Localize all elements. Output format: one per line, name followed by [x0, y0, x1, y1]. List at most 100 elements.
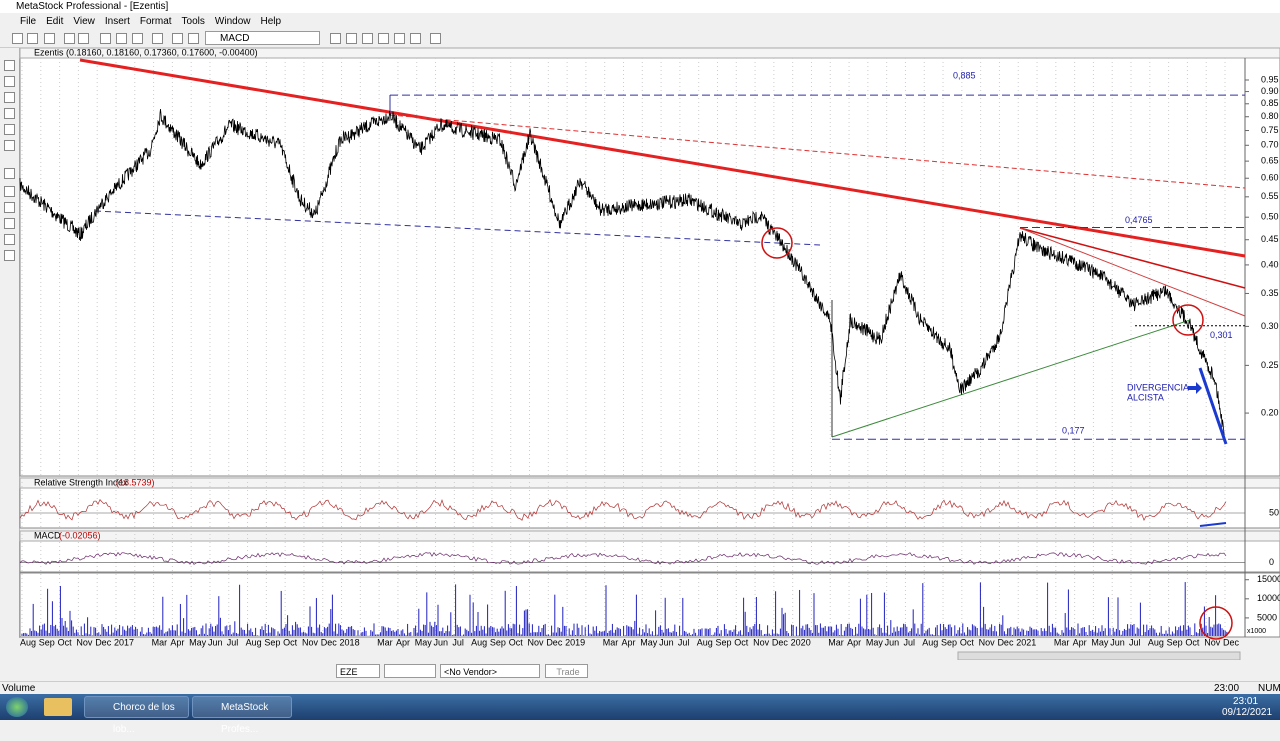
- x-tick-label: Nov: [753, 637, 770, 647]
- x-tick-label: Jul: [1129, 637, 1141, 647]
- trendline: [389, 114, 1246, 189]
- tool-button[interactable]: [4, 124, 15, 135]
- x-tick-label: Dec: [772, 637, 789, 647]
- toolbar-button[interactable]: [27, 33, 38, 44]
- toolbar-button[interactable]: [78, 33, 89, 44]
- tool-button[interactable]: [4, 108, 15, 119]
- x-tick-label: Dec: [546, 637, 563, 647]
- toolbar-button[interactable]: [378, 33, 389, 44]
- toolbar-button[interactable]: [64, 33, 75, 44]
- y-tick-label: 5000: [1257, 612, 1277, 622]
- rsi-line: [19, 498, 1227, 521]
- toolbar-button[interactable]: [394, 33, 405, 44]
- status-text: Volume: [2, 683, 36, 694]
- toolbar-button[interactable]: [362, 33, 373, 44]
- toolbar-button[interactable]: [44, 33, 55, 44]
- pane-header: [19, 530, 1280, 542]
- trade-button[interactable]: Trade: [545, 664, 588, 678]
- menu-item[interactable]: Tools: [181, 15, 205, 27]
- x-tick-label: Oct: [734, 637, 749, 647]
- x-tick-label: May: [1091, 637, 1109, 647]
- menu-item[interactable]: File: [20, 15, 37, 27]
- x-tick-label: Apr: [396, 637, 410, 647]
- scrollbar[interactable]: [957, 651, 1241, 660]
- x-tick-label: Aug: [922, 637, 938, 647]
- clock-time: 23:01: [1233, 696, 1259, 707]
- symbol-field[interactable]: EZE: [336, 664, 380, 678]
- dropdown[interactable]: [384, 664, 436, 678]
- level-label: 0,177: [1062, 426, 1085, 436]
- menu-item[interactable]: Window: [214, 15, 251, 27]
- divergence-line: [1199, 522, 1227, 527]
- start-button[interactable]: [6, 697, 28, 717]
- y-tick-label: 0.80: [1261, 111, 1279, 121]
- tool-button[interactable]: [4, 234, 15, 245]
- task-item[interactable]: Chorco de los lob...: [84, 696, 189, 735]
- x-tick-label: Mar: [1054, 637, 1070, 647]
- menu-bar: File Edit View Insert Format Tools Window Help: [0, 13, 1280, 29]
- toolbar-button[interactable]: [410, 33, 421, 44]
- tool-button[interactable]: [4, 76, 15, 87]
- x-tick-label: Oct: [509, 637, 524, 647]
- bottom-toolbar: EZE <No Vendor> Trade: [0, 662, 1280, 680]
- explorer-icon[interactable]: [44, 698, 72, 716]
- menu-item[interactable]: Edit: [46, 15, 64, 27]
- y-tick-label: 0.25: [1261, 360, 1279, 370]
- x-tick-label: 2018: [340, 637, 360, 647]
- x-tick-label: 2019: [565, 637, 585, 647]
- toolbar-button[interactable]: [116, 33, 127, 44]
- toolbar-button[interactable]: [188, 33, 199, 44]
- toolbar-button[interactable]: [430, 33, 441, 44]
- tool-button[interactable]: [4, 202, 15, 213]
- pane-header: [19, 48, 1280, 59]
- level-label: 0,4765: [1125, 215, 1153, 225]
- x-tick-label: Sep: [39, 637, 55, 647]
- y-tick-label: 0.55: [1261, 191, 1279, 201]
- title-bar: MetaStock Professional - [Ezentis]: [0, 0, 1280, 13]
- drawing-tools: [0, 48, 20, 638]
- tool-button[interactable]: [4, 250, 15, 261]
- menu-item[interactable]: Format: [139, 15, 172, 27]
- toolbar-button[interactable]: [100, 33, 111, 44]
- menu-item[interactable]: View: [73, 15, 95, 27]
- toolbar-button[interactable]: [152, 33, 163, 44]
- x-tick-label: Nov: [979, 637, 996, 647]
- divergence-arrow: [1188, 382, 1202, 394]
- indicator-select[interactable]: MACD: [205, 31, 320, 45]
- y-tick-label: 10000: [1257, 593, 1280, 603]
- tool-button[interactable]: [4, 186, 15, 197]
- x-tick-label: Jul: [227, 637, 239, 647]
- toolbar-button[interactable]: [132, 33, 143, 44]
- toolbar-button[interactable]: [172, 33, 183, 44]
- level-label: 0,301: [1210, 330, 1233, 340]
- y-tick-label: 0.20: [1261, 407, 1279, 417]
- tool-button[interactable]: [4, 218, 15, 229]
- status-bar: Volume 23:00 NUM: [0, 681, 1280, 695]
- task-item[interactable]: MetaStock Profes...: [192, 696, 292, 735]
- toolbar-button[interactable]: [346, 33, 357, 44]
- note-text: ALCISTA: [1127, 392, 1164, 402]
- x-tick-label: May: [640, 637, 658, 647]
- divergence-arrow: [1198, 367, 1228, 445]
- tool-button[interactable]: [4, 140, 15, 151]
- tool-button[interactable]: [4, 60, 15, 71]
- x-tick-label: Jun: [208, 637, 223, 647]
- highlight-circle: [1199, 606, 1233, 640]
- menu-item[interactable]: Help: [260, 15, 282, 27]
- vendor-select[interactable]: <No Vendor>: [440, 664, 540, 678]
- pane-header: [19, 477, 1280, 489]
- trendline: [831, 319, 1191, 438]
- y-tick-label: 15000: [1257, 574, 1280, 584]
- tool-button[interactable]: [4, 168, 15, 179]
- toolbar-button[interactable]: [12, 33, 23, 44]
- tool-button[interactable]: [4, 92, 15, 103]
- x-tick-label: Dec: [95, 637, 112, 647]
- x-tick-label: Oct: [283, 637, 298, 647]
- y-tick-label: 0.95: [1261, 74, 1279, 84]
- menu-item[interactable]: Insert: [104, 15, 130, 27]
- x-tick-label: Jul: [903, 637, 915, 647]
- x-tick-label: 2021: [1016, 637, 1036, 647]
- toolbar-button[interactable]: [330, 33, 341, 44]
- x-tick-label: Apr: [170, 637, 184, 647]
